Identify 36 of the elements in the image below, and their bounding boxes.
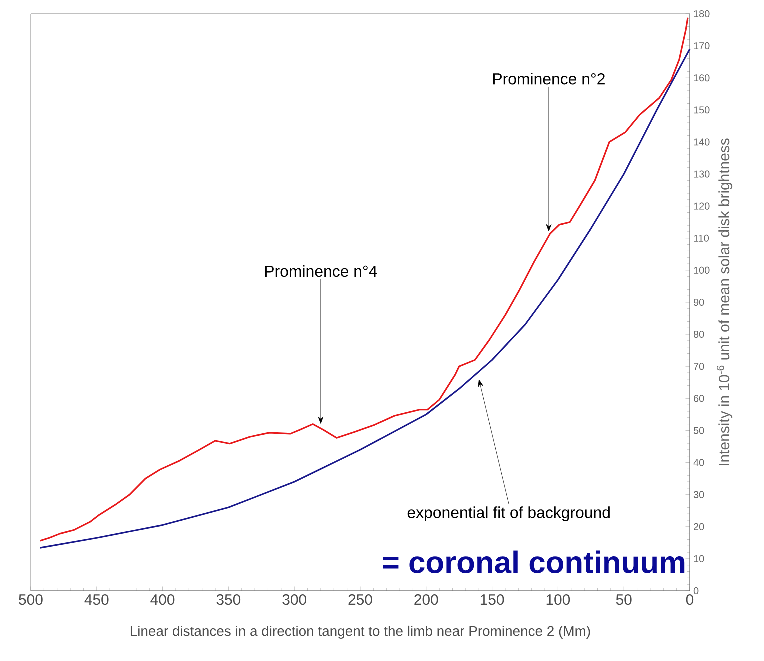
x-tick-label: 250 [348,594,372,606]
x-tick-label: 350 [216,594,241,606]
y-tick-label: 110 [694,234,710,242]
y-tick-label: 140 [694,138,710,146]
annotation: Prominence n°4 [265,265,378,278]
y-tick-label: 80 [694,331,704,338]
y-tick-label: 180 [694,10,710,18]
annotation: Prominence n°2 [493,73,605,85]
y-tick-label: 60 [694,395,704,402]
y-tick-label: 40 [694,459,704,466]
y-tick-label: 100 [694,266,710,274]
y-tick-label: 170 [694,42,710,50]
y-tick-label: 30 [694,491,704,498]
y-tick-label: 130 [694,170,710,178]
y-tick-label: 70 [694,363,704,370]
annotation: = coronal continuum [383,550,685,574]
x-tick-label: 200 [414,594,438,606]
x-axis-title: Linear distances in a direction tangent to the limb near Prominence 2 (Mm) [130,626,590,639]
y-tick-label: 160 [694,74,710,82]
x-tick-label: 300 [282,594,306,606]
y-tick-label: 150 [694,106,710,114]
y-tick-label: 0 [694,587,699,595]
annotation: exponential fit of background [408,506,610,522]
x-tick-label: 100 [546,594,570,606]
y-tick-label: 90 [694,298,704,306]
y-axis-title: Intensity in 10$^{-6}$ unit of mean solar disk brightness [716,138,733,466]
x-tick-label: 50 [616,594,632,606]
x-tick-label: 150 [480,594,504,606]
x-tick-label: 450 [84,594,109,606]
x-tick-label: 0 [686,594,694,606]
y-tick-label: 50 [694,427,704,434]
y-tick-label: 10 [694,555,704,562]
x-tick-label: 400 [150,594,175,606]
x-tick-label: 500 [19,594,43,606]
y-tick-label: 120 [694,202,710,210]
y-tick-label: 20 [694,523,704,530]
